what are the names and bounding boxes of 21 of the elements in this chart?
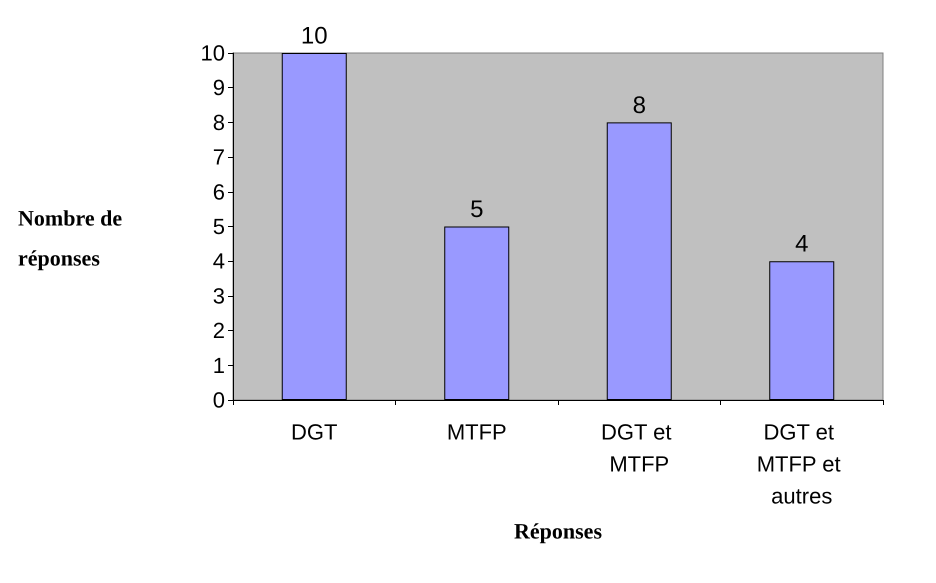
y-tick-label: 0 [212,388,225,412]
y-axis-title: Nombre de réponses [18,206,128,270]
x-axis-title: Réponses [514,518,602,544]
y-tick-label: 2 [212,318,225,344]
x-tick-label: MTFP [446,420,507,444]
x-tick-label: DGT et MTFP [600,420,678,476]
y-tick-label: 7 [212,144,225,170]
y-tick-label: 8 [212,110,225,135]
y-tick-label: 10 [200,40,225,66]
data-label: 10 [300,22,328,50]
data-label: 5 [470,196,484,223]
y-tick-label: 1 [212,352,225,378]
y-tick-label: 3 [212,283,225,308]
y-tick-label: 9 [212,75,225,100]
x-tick-label: DGT et MTFP et autres [756,420,847,508]
y-tick-label: 6 [212,179,225,204]
data-label: 8 [632,92,646,119]
x-tick-label: DGT [291,420,338,444]
data-label: 4 [795,230,808,258]
y-tick-label: 4 [212,248,225,274]
y-tick-label: 5 [212,214,225,239]
